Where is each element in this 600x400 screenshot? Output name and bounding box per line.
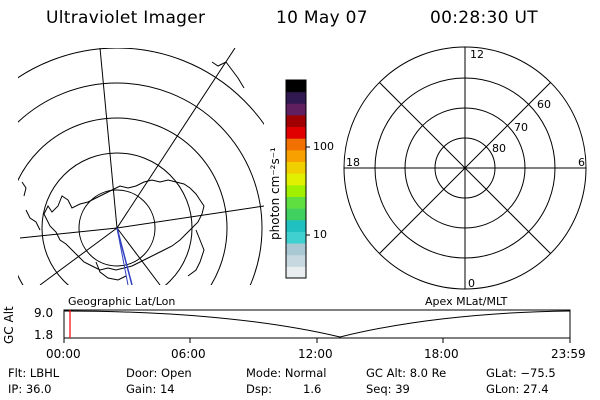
colorbar-tick-label: 100 [313, 140, 334, 153]
coastline [43, 179, 205, 271]
geographic-map [18, 48, 264, 285]
glat-info: GLat: −75.5 [486, 366, 556, 380]
mlt-label-0: 0 [468, 277, 475, 290]
coastline [187, 229, 205, 277]
altitude-y-high: 9.0 [34, 306, 54, 320]
colorbar-band [286, 196, 306, 209]
colorbar-band [286, 231, 306, 244]
colorbar-band [286, 149, 306, 163]
filter-info: Flt: LBHL [8, 366, 60, 380]
coastline [21, 181, 27, 197]
lon-line [99, 48, 118, 229]
colorbar-band [286, 80, 306, 93]
colorbar-band [286, 114, 306, 128]
door-info: Door: Open [126, 366, 192, 380]
colorbar-band [286, 161, 306, 174]
polar-plot [343, 46, 587, 290]
mlt-line [379, 82, 551, 254]
mlat-label-60: 60 [537, 98, 551, 111]
altitude-x-tick-label: 23:59 [551, 347, 586, 361]
blue-meridian [116, 227, 133, 285]
colorbar-band [286, 91, 306, 104]
mlat-label-70: 70 [514, 121, 528, 134]
colorbar-band [286, 138, 306, 151]
colorbar-band [286, 254, 306, 267]
glon-info: GLon: 27.4 [486, 382, 549, 396]
altitude-x-tick-label: 12:00 [298, 347, 333, 361]
instrument-title: Ultraviolet Imager [46, 8, 206, 28]
colorbar-band [286, 173, 306, 186]
mlat-label-80: 80 [492, 142, 506, 155]
left-panel-label: Geographic Lat/Lon [68, 295, 176, 308]
altitude-x-tick-label: 18:00 [424, 347, 459, 361]
colorbar-band [286, 126, 306, 139]
right-panel-label: Apex MLat/MLT [425, 295, 508, 308]
colorbar-frame [285, 79, 307, 279]
mode-info: Mode: Normal [246, 366, 327, 380]
colorbar-band [286, 103, 306, 116]
mlt-label-6: 6 [578, 156, 585, 169]
dsp-label: Dsp: [246, 382, 273, 396]
lon-line [116, 227, 161, 285]
gain-info: Gain: 14 [126, 382, 175, 396]
coastline [211, 61, 245, 89]
colorbar-band [286, 208, 306, 221]
lat-circle [18, 48, 264, 126]
ip-info: IP: 36.0 [8, 382, 52, 396]
seq-info: Seq: 39 [366, 382, 410, 396]
altitude-x-tick-label: 06:00 [171, 347, 206, 361]
altitude-curve [63, 310, 571, 338]
altitude-x-tick-label: 00:00 [46, 347, 81, 361]
lat-circle [18, 117, 228, 285]
gc-alt-info: GC Alt: 8.0 Re [366, 366, 447, 380]
altitude-x-ticks [63, 338, 571, 343]
dsp-value: 1.6 [303, 382, 322, 396]
lon-line [19, 227, 118, 239]
coastline [25, 209, 41, 231]
colorbar-band [286, 219, 306, 232]
colorbar-band [286, 266, 306, 279]
lon-line [116, 205, 264, 229]
lat-circle [78, 189, 156, 267]
mlt-label-12: 12 [470, 48, 484, 61]
colorbar-band [286, 184, 306, 197]
lat-circle [18, 82, 263, 285]
coastline [95, 261, 127, 281]
colorbar-unit-label: photon cm⁻²s⁻¹ [268, 147, 282, 240]
colorbar-tick-label: 10 [313, 228, 327, 241]
time-label: 00:28:30 UT [430, 8, 538, 28]
mlt-label-18: 18 [346, 156, 360, 169]
colorbar-band [286, 243, 306, 256]
blue-meridian [116, 227, 129, 285]
date-label: 10 May 07 [276, 8, 368, 28]
colorbar [286, 80, 306, 279]
altitude-y-low: 1.8 [34, 328, 54, 342]
lon-line [116, 48, 236, 229]
altitude-axis-label: GC Alt [2, 306, 16, 344]
